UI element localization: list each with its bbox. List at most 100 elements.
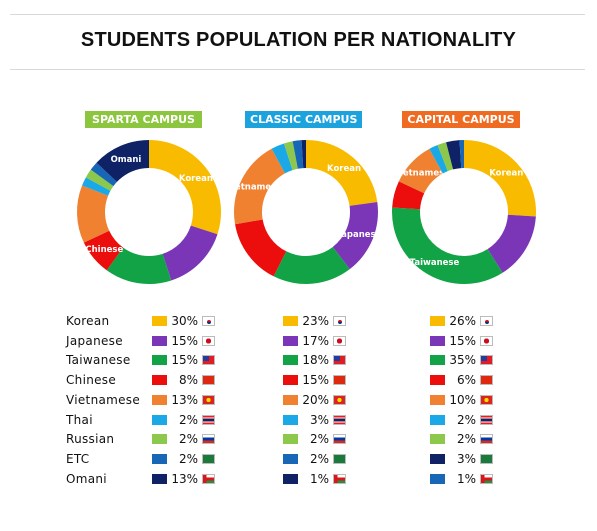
korean-flag-icon bbox=[333, 316, 346, 326]
percent-value: 2% bbox=[309, 432, 329, 447]
percent-value: 18% bbox=[302, 353, 329, 368]
taiwanese-flag-icon bbox=[480, 355, 493, 366]
etc-flag-icon bbox=[202, 453, 215, 464]
percent-value: 2% bbox=[178, 432, 198, 447]
color-swatch bbox=[283, 355, 298, 366]
color-swatch bbox=[152, 473, 167, 484]
color-swatch bbox=[283, 394, 298, 405]
capital-donut: Korean Taiwanese Vietnamese bbox=[392, 140, 536, 284]
color-swatch bbox=[430, 434, 445, 445]
thai-flag-icon bbox=[480, 414, 493, 425]
sparta-slice-chinese bbox=[83, 230, 124, 271]
donut-charts: Korean Chinese Omani Korean Japanese Vietname… bbox=[76, 140, 536, 284]
legend-label-etc: ETC bbox=[66, 451, 90, 466]
capital-slice-chinese bbox=[392, 181, 425, 210]
percent-value: 6% bbox=[456, 373, 476, 388]
japanese-flag-icon bbox=[480, 335, 493, 346]
russian-flag-icon bbox=[333, 434, 346, 445]
vietnamese-flag-icon bbox=[202, 394, 215, 405]
percent-value: 8% bbox=[178, 373, 198, 388]
color-swatch bbox=[430, 414, 445, 425]
percent-value: 1% bbox=[456, 471, 476, 486]
color-swatch bbox=[430, 335, 445, 346]
taeguk-icon bbox=[338, 319, 342, 324]
omani-flag-icon bbox=[333, 473, 346, 484]
color-swatch bbox=[430, 453, 445, 464]
sparta-donut: Korean Chinese Omani bbox=[76, 140, 222, 284]
vietnamese-flag-icon bbox=[480, 394, 493, 405]
percent-value: 2% bbox=[456, 412, 476, 427]
korean-flag-icon bbox=[480, 316, 493, 326]
color-swatch bbox=[152, 414, 167, 425]
classic-donut: Korean Japanese Vietnamese bbox=[226, 140, 382, 284]
classic-slice-label-vietnamese: Vietnamese bbox=[226, 183, 283, 193]
taiwanese-flag-icon bbox=[202, 355, 215, 366]
capital-slice-vietnamese bbox=[398, 148, 443, 194]
classic-slice-omani bbox=[301, 140, 306, 169]
classic-slice-chinese bbox=[235, 219, 287, 277]
percent-value: 3% bbox=[456, 451, 476, 466]
taeguk-icon bbox=[207, 319, 211, 324]
percent-value: 35% bbox=[449, 353, 476, 368]
sparta-slice-etc bbox=[90, 162, 117, 187]
capital-slice-korean bbox=[464, 140, 536, 217]
chinese-flag-icon bbox=[333, 375, 346, 386]
sparta-slice-taiwanese bbox=[106, 247, 172, 284]
color-swatch bbox=[283, 375, 298, 386]
chinese-flag-icon bbox=[480, 375, 493, 386]
etc-flag-icon bbox=[480, 453, 493, 464]
color-swatch bbox=[283, 335, 298, 346]
color-swatch bbox=[283, 473, 298, 484]
sparta-slice-japanese bbox=[162, 225, 218, 281]
sparta-slice-label-omani: Omani bbox=[111, 155, 142, 165]
capital-slice-japanese bbox=[487, 214, 536, 273]
capital-slice-label-korean: Korean bbox=[489, 168, 523, 178]
legend-label-chinese: Chinese bbox=[66, 373, 117, 388]
percent-value: 15% bbox=[171, 353, 198, 368]
color-swatch bbox=[152, 375, 167, 386]
percent-value: 17% bbox=[302, 333, 329, 348]
capital-slice-thai bbox=[429, 145, 448, 174]
capital-slice-label-taiwanese: Taiwanese bbox=[410, 258, 460, 268]
taeguk-icon bbox=[485, 319, 489, 324]
classic-slice-label-korean: Korean bbox=[327, 164, 361, 174]
sparta-slice-korean bbox=[149, 140, 222, 235]
japanese-flag-icon bbox=[333, 335, 346, 346]
percent-value: 15% bbox=[171, 333, 198, 348]
classic-slice-etc bbox=[292, 140, 304, 169]
percent-value: 2% bbox=[309, 451, 329, 466]
classic-slice-thai bbox=[271, 143, 293, 174]
legend-label-thai: Thai bbox=[66, 412, 93, 427]
percent-value: 2% bbox=[456, 432, 476, 447]
classic-slice-vietnamese bbox=[234, 148, 285, 225]
percent-value: 13% bbox=[171, 471, 198, 486]
color-swatch bbox=[430, 316, 445, 326]
color-swatch bbox=[430, 473, 445, 484]
vietnamese-flag-icon bbox=[333, 394, 346, 405]
percent-value: 20% bbox=[302, 392, 329, 407]
capital-slice-label-vietnamese: Vietnamese bbox=[394, 168, 451, 178]
color-swatch bbox=[430, 394, 445, 405]
chinese-flag-icon bbox=[202, 375, 215, 386]
color-swatch bbox=[152, 434, 167, 445]
percent-value: 10% bbox=[449, 392, 476, 407]
percent-value: 1% bbox=[309, 471, 329, 486]
color-swatch bbox=[152, 355, 167, 366]
sparta-slice-label-korean: Korean bbox=[179, 174, 213, 184]
color-swatch bbox=[283, 453, 298, 464]
color-swatch bbox=[283, 414, 298, 425]
page-title: STUDENTS POPULATION PER NATIONALITY bbox=[80, 29, 517, 51]
percent-value: 15% bbox=[302, 373, 329, 388]
color-swatch bbox=[152, 453, 167, 464]
percent-value: 15% bbox=[449, 333, 476, 348]
japanese-flag-icon bbox=[202, 335, 215, 346]
color-swatch bbox=[283, 434, 298, 445]
top-divider bbox=[10, 14, 585, 15]
legend-label-vietnamese: Vietnamese bbox=[66, 392, 141, 407]
percent-value: 23% bbox=[302, 314, 329, 328]
percent-value: 2% bbox=[178, 412, 198, 427]
capital-slice-etc bbox=[446, 140, 462, 170]
percent-value: 30% bbox=[171, 314, 198, 328]
sparta-slice-omani bbox=[96, 140, 149, 182]
color-swatch bbox=[152, 316, 167, 326]
